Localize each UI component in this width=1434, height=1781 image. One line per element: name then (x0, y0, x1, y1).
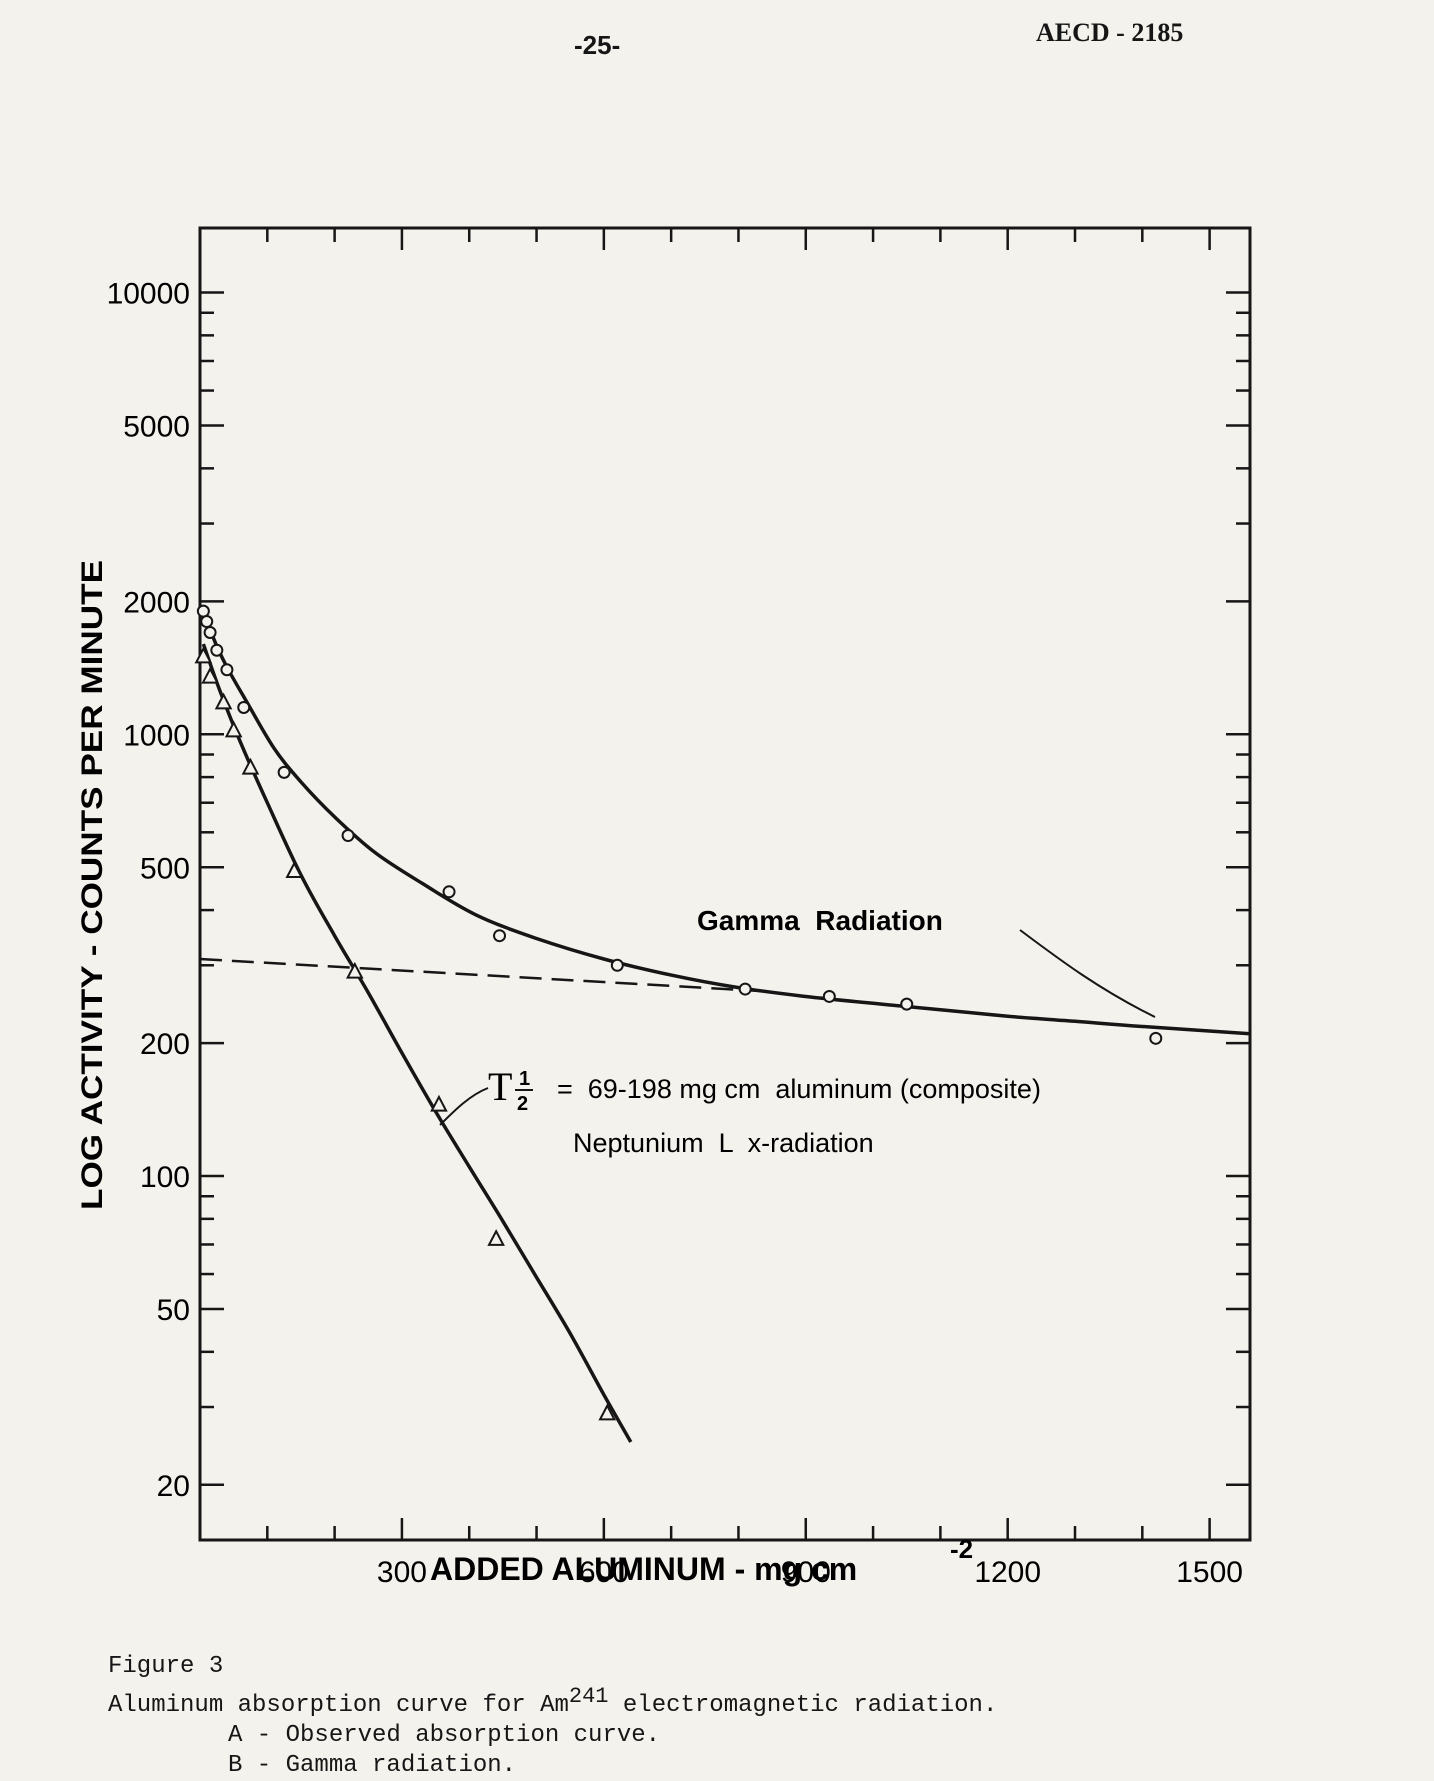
data-point-triangle (430, 1094, 448, 1112)
neptunium-label: Neptunium L x-radiation (573, 1128, 874, 1158)
data-point-triangle (241, 757, 260, 775)
data-point-circle (822, 989, 836, 1003)
caption-item-b: B - Gamma radiation. (228, 1752, 517, 1779)
data-point-circle (237, 700, 251, 714)
series-curve-2 (199, 957, 766, 993)
figure-caption: Figure 3 Aluminum absorption curve for A… (108, 1652, 997, 1781)
data-point-circle (1149, 1031, 1163, 1045)
data-point-circle (900, 997, 914, 1011)
y-tick-label: 500 (140, 852, 190, 885)
x-tick-label: 1200 (974, 1556, 1041, 1589)
caption-title-start: Aluminum absorption curve for Am (108, 1692, 569, 1719)
x-tick-label: 600 (579, 1556, 629, 1589)
half-thickness-symbol: T (488, 1064, 512, 1109)
caption-title: Aluminum absorption curve for Am241 elec… (108, 1682, 997, 1721)
half-thickness-denominator: 2 (517, 1093, 528, 1115)
x-tick-label: 1500 (1176, 1556, 1243, 1589)
plot-border (198, 226, 1252, 1542)
data-point-triangle (346, 961, 364, 979)
isotope-mass-number: 241 (568, 1684, 609, 1709)
gamma-radiation-label: Gamma Radiation (697, 905, 943, 936)
series-markers (194, 604, 1163, 1421)
series-curve-0 (201, 605, 1251, 1036)
y-tick-label: 50 (157, 1294, 190, 1327)
data-point-triangle (201, 666, 219, 684)
annotations: Gamma Radiation T 1 2 = 69-198 mg cm alu… (439, 905, 1156, 1158)
data-point-circle (210, 643, 224, 657)
data-point-triangle (194, 646, 213, 664)
data-point-circle (610, 958, 624, 972)
data-point-circle (220, 663, 234, 677)
axis-labels: ADDED ALUMINUM - mg cm -2 LOG ACTIVITY -… (76, 560, 973, 1587)
x-tick-label: 300 (377, 1556, 427, 1589)
axis-ticks: 300 600 900 1200 1500 10000 5000 2000 1000 500 200… (107, 228, 1250, 1589)
caption-title-end: electromagnetic radiation. (608, 1692, 998, 1719)
series-curves (199, 605, 1251, 1443)
x-axis-label-exponent: -2 (950, 1534, 973, 1564)
data-point-circle (341, 829, 355, 843)
data-point-circle (203, 625, 217, 639)
document-id: AECD - 2185 (1036, 18, 1184, 47)
absorption-chart: 300 600 900 1200 1500 10000 5000 2000 1000 500 200… (76, 226, 1252, 1589)
data-point-circle (196, 604, 210, 618)
data-point-triangle (224, 720, 243, 738)
y-tick-label: 5000 (123, 411, 190, 444)
data-point-circle (493, 929, 507, 943)
y-tick-label: 1000 (123, 719, 190, 752)
half-thickness-label: = 69-198 mg cm aluminum (composite) (557, 1074, 1041, 1104)
half-thickness-pointer (439, 1087, 489, 1126)
data-point-triangle (214, 692, 233, 710)
data-point-triangle (285, 861, 304, 879)
data-point-triangle (487, 1229, 505, 1246)
gamma-radiation-pointer (1019, 929, 1156, 1018)
y-axis-label: LOG ACTIVITY - COUNTS PER MINUTE (76, 560, 109, 1210)
data-point-triangle (598, 1403, 617, 1421)
data-point-circle (200, 615, 214, 629)
page-number: -25- (574, 30, 621, 60)
x-tick-label: 900 (781, 1556, 831, 1589)
series-curve-1 (201, 643, 633, 1443)
y-tick-label: 10000 (107, 278, 190, 311)
x-axis-label: ADDED ALUMINUM - mg cm (430, 1551, 857, 1587)
half-thickness-numerator: 1 (519, 1068, 530, 1090)
data-point-circle (442, 885, 456, 899)
y-tick-label: 20 (157, 1470, 190, 1503)
y-tick-label: 100 (140, 1161, 190, 1194)
y-tick-label: 2000 (123, 586, 190, 619)
figure-number: Figure 3 (108, 1653, 224, 1680)
data-point-circle (277, 765, 291, 779)
plot-frame (198, 226, 1252, 1542)
data-point-circle (738, 982, 752, 996)
y-tick-label: 200 (140, 1028, 190, 1061)
caption-item-a: A - Observed absorption curve. (228, 1722, 661, 1749)
